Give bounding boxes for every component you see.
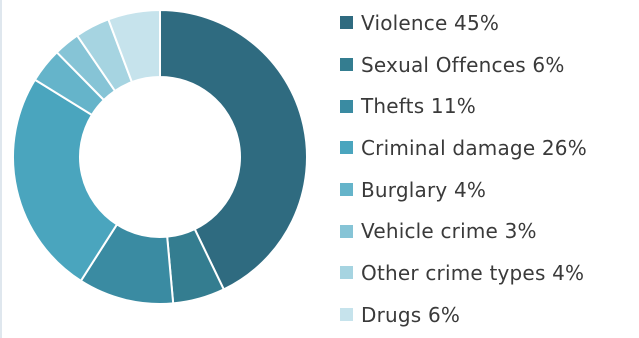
donut-slice-violence: [159, 8, 308, 291]
frame-edge: [0, 0, 2, 338]
legend-label: Burglary 4%: [361, 177, 487, 202]
donut-slice-criminal-damage: [12, 78, 119, 283]
legend-swatch: [340, 58, 353, 72]
donut-chart: [12, 8, 308, 305]
legend-item: Sexual Offences 6%: [340, 44, 636, 86]
legend-item: Thefts 11%: [340, 85, 636, 127]
legend-swatch: [340, 16, 353, 30]
legend-item: Vehicle crime 3%: [340, 210, 636, 252]
donut-slice-drugs: [107, 8, 161, 84]
legend-swatch: [340, 224, 353, 238]
legend-swatch: [340, 266, 353, 280]
legend-label: Violence 45%: [361, 10, 500, 35]
legend-item: Violence 45%: [340, 2, 636, 44]
legend-swatch: [340, 308, 353, 322]
legend-swatch: [340, 99, 353, 113]
chart-legend: Violence 45% Sexual Offences 6% Thefts 11%…: [340, 2, 636, 336]
legend-item: Criminal damage 26%: [340, 127, 636, 169]
legend-swatch: [340, 141, 353, 155]
legend-swatch: [340, 183, 353, 197]
legend-label: Other crime types 4%: [361, 260, 585, 285]
legend-label: Criminal damage 26%: [361, 135, 587, 160]
legend-label: Sexual Offences 6%: [361, 52, 565, 77]
legend-label: Vehicle crime 3%: [361, 219, 537, 244]
legend-item: Other crime types 4%: [340, 252, 636, 294]
legend-label: Drugs 6%: [361, 302, 461, 327]
legend-item: Burglary 4%: [340, 169, 636, 211]
legend-item: Drugs 6%: [340, 294, 636, 336]
legend-label: Thefts 11%: [361, 94, 476, 119]
